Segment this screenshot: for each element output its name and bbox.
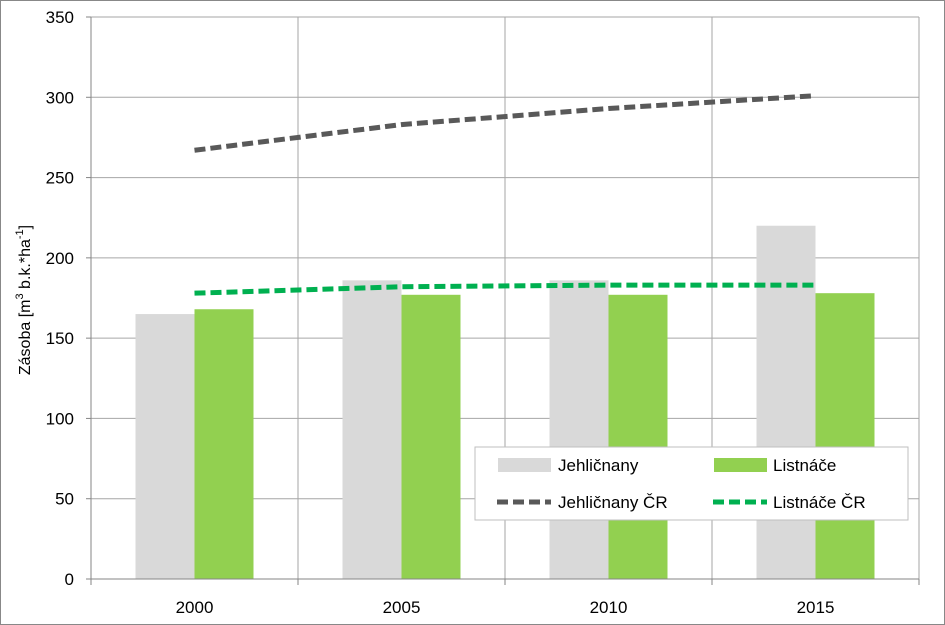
bar-jehli-nany-2010 [549,280,609,579]
line-listn-e-r [194,282,816,296]
x-tick-label: 2000 [176,598,214,617]
bar-listn-e-2010 [608,294,668,579]
lines [194,93,816,296]
x-tick-label: 2015 [797,598,835,617]
y-axis-title: Zásoba [m3 b.k.*ha-1] [14,225,34,375]
legend: Jehličnany Listnáče Jehličnany ČR Listná… [474,446,909,521]
bar-jehli-nany-2015 [756,225,816,579]
legend-swatch-listnace [714,458,767,472]
x-tick-label: 2010 [590,598,628,617]
x-tick-labels: 2000 2005 2010 2015 [176,598,835,617]
bar-jehli-nany-2000 [135,314,195,579]
bar-jehli-nany-2005 [342,280,402,579]
y-axis-title-sup2: -1 [14,229,26,239]
y-tick-label: 0 [65,570,74,589]
legend-label-listnace: Listnáče [773,456,836,475]
y-tick-label: 250 [46,169,74,188]
y-tick-label: 50 [55,490,74,509]
bar-listn-e-2005 [401,294,461,579]
bars [135,225,875,579]
y-axis-title-sup1: 3 [14,293,26,299]
y-axis-title-prefix: Zásoba [m [17,300,34,376]
legend-swatch-jehlicnany [498,458,551,472]
bar-listn-e-2000 [194,309,254,579]
y-tick-label: 150 [46,329,74,348]
y-axis-title-suffix: ] [17,225,34,229]
bar-listn-e-2015 [815,293,875,579]
axes [86,16,920,585]
y-axis-title-middle: b.k.*ha [17,239,34,293]
legend-label-listnace-cr: Listnáče ČR [773,493,866,512]
y-tick-label: 100 [46,409,74,428]
y-tick-label: 200 [46,249,74,268]
x-tick-label: 2005 [383,598,421,617]
legend-label-jehlicnany-cr: Jehličnany ČR [558,493,668,512]
line-jehli-nany-r [194,93,816,153]
y-tick-label: 350 [46,8,74,27]
legend-label-jehlicnany: Jehličnany [558,456,639,475]
y-tick-labels: 0 50 100 150 200 250 300 350 [46,8,74,589]
y-tick-label: 300 [46,88,74,107]
